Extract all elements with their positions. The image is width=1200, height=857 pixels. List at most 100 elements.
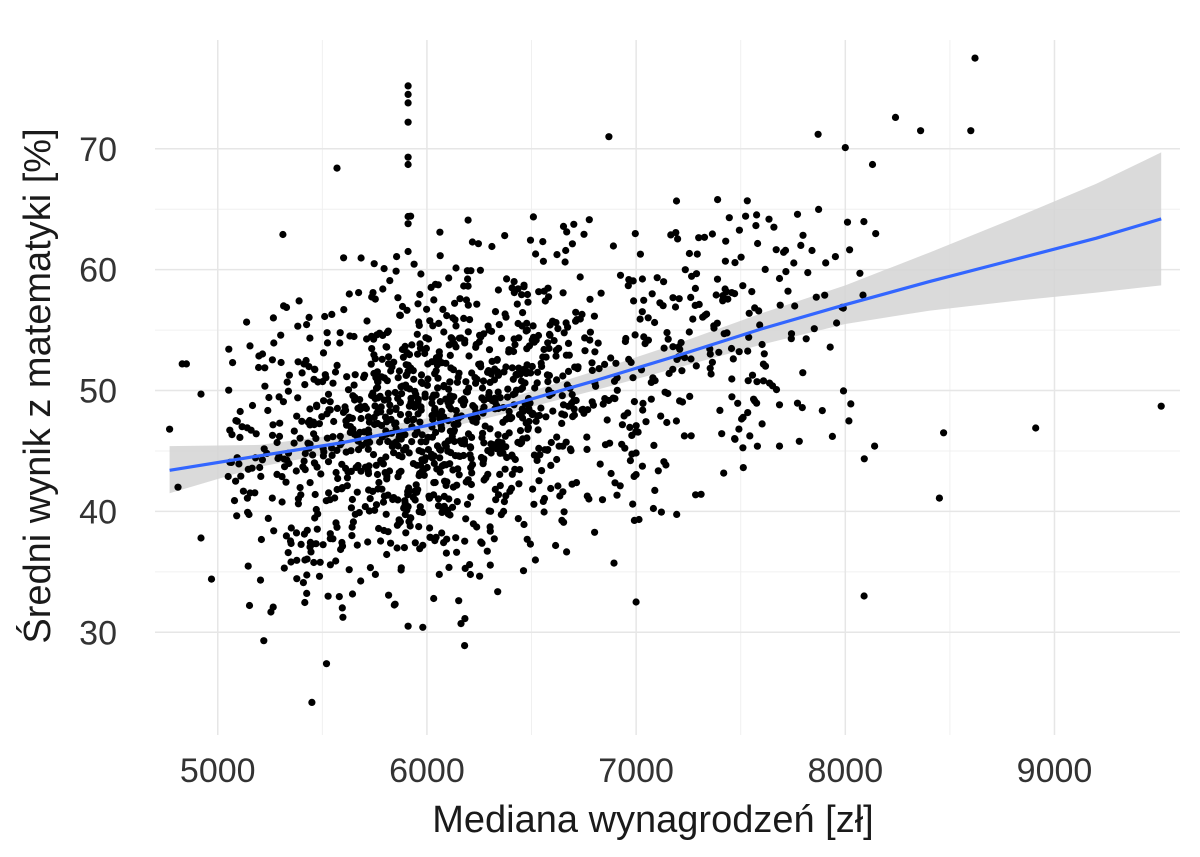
data-point <box>315 420 323 428</box>
data-point <box>386 407 394 415</box>
data-point <box>563 228 571 236</box>
data-point <box>436 398 444 406</box>
data-point <box>294 358 302 366</box>
data-point <box>739 444 747 452</box>
data-point <box>414 350 422 358</box>
data-point <box>628 450 636 458</box>
data-point <box>326 398 334 406</box>
data-point <box>629 500 637 508</box>
data-point <box>790 259 798 267</box>
data-point <box>745 333 753 341</box>
data-point <box>554 325 562 333</box>
data-point <box>370 351 378 359</box>
data-point <box>303 321 311 329</box>
data-point <box>639 399 647 407</box>
trend-line <box>169 217 1162 472</box>
data-point <box>282 478 290 486</box>
data-point <box>434 384 442 392</box>
data-point <box>354 461 362 470</box>
data-point <box>303 555 311 563</box>
data-point <box>301 449 309 458</box>
data-point <box>415 472 423 480</box>
data-point <box>891 113 900 121</box>
data-point <box>753 211 761 219</box>
data-point <box>550 337 558 345</box>
data-point <box>237 472 245 480</box>
data-point <box>735 348 743 356</box>
data-point <box>601 441 610 449</box>
data-point <box>609 242 618 250</box>
data-point <box>232 417 240 425</box>
data-point <box>166 425 174 433</box>
data-point <box>734 399 742 407</box>
data-point <box>441 477 449 485</box>
data-point <box>472 418 480 426</box>
data-point <box>514 285 522 293</box>
data-point <box>552 541 560 550</box>
data-point <box>264 406 272 415</box>
data-point <box>841 144 849 152</box>
data-point <box>438 529 446 537</box>
data-point <box>616 482 624 490</box>
data-point <box>313 401 321 409</box>
data-point <box>486 527 494 535</box>
data-point <box>860 455 868 463</box>
data-point <box>746 432 754 440</box>
data-point <box>718 430 726 438</box>
data-point <box>380 492 388 500</box>
data-point <box>664 335 672 343</box>
data-point <box>514 515 522 523</box>
data-point <box>342 448 350 456</box>
data-point <box>364 413 372 421</box>
data-point <box>472 343 480 351</box>
data-point <box>432 391 440 399</box>
data-point <box>650 441 658 449</box>
data-point <box>793 210 802 218</box>
data-point <box>795 437 803 445</box>
data-point <box>450 426 458 434</box>
data-point <box>553 376 561 384</box>
data-point <box>549 317 557 325</box>
data-point <box>380 396 388 404</box>
data-point <box>562 246 570 255</box>
data-point <box>416 503 424 511</box>
data-point <box>583 445 591 453</box>
data-point <box>354 446 363 454</box>
data-point <box>403 417 411 425</box>
data-point <box>422 344 430 352</box>
data-point <box>385 467 394 475</box>
data-point <box>729 355 737 363</box>
y-tick-label: 30 <box>79 614 117 652</box>
data-point <box>444 506 452 514</box>
data-point <box>533 456 541 464</box>
data-point <box>473 523 481 531</box>
data-point <box>686 392 694 400</box>
data-point <box>355 508 363 517</box>
data-point <box>329 433 337 441</box>
data-point <box>397 467 405 475</box>
data-point <box>515 364 523 372</box>
data-point <box>324 458 333 466</box>
data-point <box>460 314 468 322</box>
data-point <box>346 428 354 436</box>
data-point <box>672 417 681 425</box>
data-point <box>348 495 356 504</box>
data-point <box>529 322 537 330</box>
data-point <box>207 575 216 583</box>
data-point <box>357 577 365 585</box>
data-point <box>713 275 722 283</box>
data-point <box>445 563 453 572</box>
data-point <box>452 343 460 351</box>
data-point <box>366 564 374 572</box>
data-point <box>494 431 502 439</box>
data-point <box>917 127 925 135</box>
data-point <box>433 465 441 473</box>
data-point <box>535 288 543 296</box>
data-point <box>351 371 359 379</box>
data-point <box>626 423 634 431</box>
data-point <box>744 409 752 417</box>
data-point <box>706 350 714 358</box>
data-point <box>583 492 591 500</box>
data-point <box>707 370 715 378</box>
data-point <box>174 483 182 491</box>
